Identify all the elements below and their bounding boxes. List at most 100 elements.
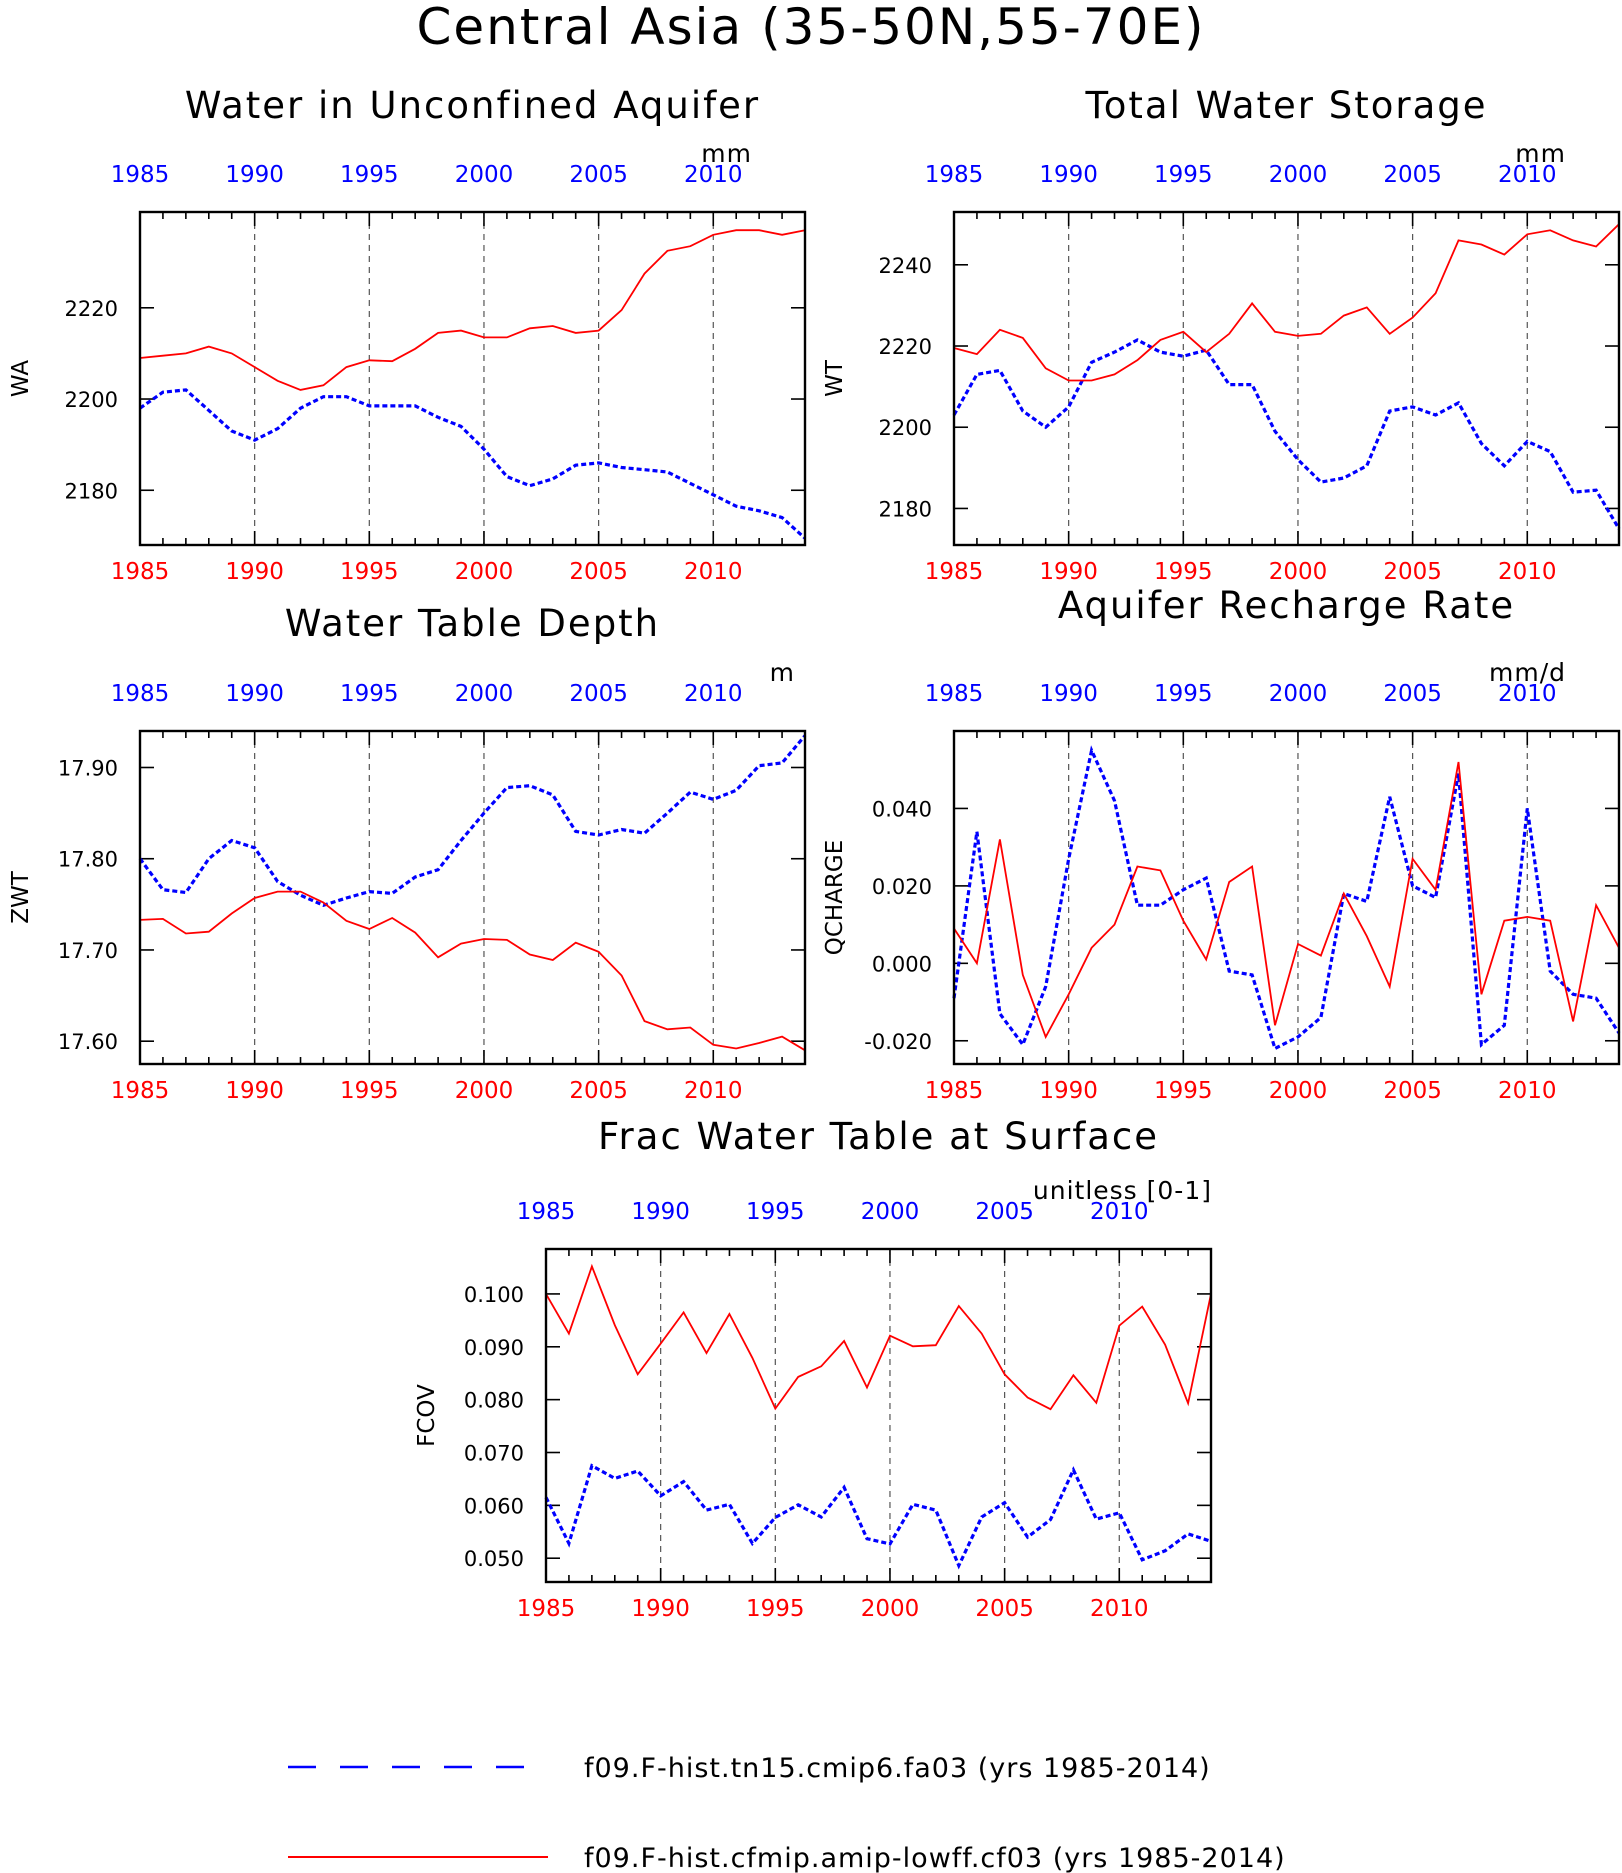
x-tick-label-bottom: 1995 (1154, 1078, 1213, 1104)
y-tick-label: 2220 (65, 297, 118, 321)
y-tick-label: 2180 (65, 479, 118, 503)
y-tick-label: 0.040 (872, 797, 932, 821)
plot-frame (138, 729, 807, 1066)
x-tick-label-bottom: 2000 (1269, 1078, 1328, 1104)
panel-title: Water in Unconfined Aquifer (185, 84, 760, 127)
x-tick-label-top: 2005 (1383, 681, 1442, 707)
x-tick-label-top: 2000 (861, 1199, 920, 1225)
y-axis-label: QCHARGE (822, 840, 848, 956)
x-tick-label-bottom: 2000 (861, 1596, 920, 1622)
x-tick-label-bottom: 2005 (975, 1596, 1034, 1622)
x-tick-label-bottom: 2000 (455, 1078, 514, 1104)
panel-frac-water-table-at-surface: Frac Water Table at Surface unitless [0-1… (414, 1115, 1213, 1622)
x-tick-label-bottom: 2010 (1498, 1078, 1557, 1104)
panel-title: Total Water Storage (1084, 84, 1487, 127)
panel-title: Water Table Depth (285, 602, 660, 645)
series-line-cmip6 (544, 1463, 1212, 1570)
x-tick-label-top: 1985 (517, 1199, 576, 1225)
series-line-amip-lowff (139, 229, 806, 391)
legend: f09.F-hist.tn15.cmip6.fa03 (yrs 1985-201… (288, 1753, 1285, 1873)
x-tick-label-bottom: 2005 (1383, 1078, 1442, 1104)
panel-aquifer-recharge-rate: Aquifer Recharge Rate mm/d QCHARGE 1985 1985… (822, 584, 1621, 1104)
y-axis-label: FCOV (414, 1384, 440, 1447)
x-tick-label-bottom: 1995 (746, 1596, 805, 1622)
x-tick-label-top: 2000 (455, 162, 514, 188)
plot-frame (952, 210, 1621, 547)
x-tick-label-top: 1990 (1039, 681, 1098, 707)
x-tick-label-top: 2010 (1498, 681, 1557, 707)
x-tick-label-top: 1995 (340, 162, 399, 188)
plot-frame (138, 210, 807, 547)
series-line-amip-lowff (139, 890, 806, 1052)
y-tick-label: 2180 (879, 497, 932, 521)
units-label: unitless [0-1] (1033, 1176, 1212, 1205)
y-tick-label: 17.60 (58, 1030, 118, 1054)
series-line-cmip6 (138, 734, 807, 908)
y-axis-label: WA (8, 360, 34, 397)
y-tick-label: 0.000 (872, 952, 932, 976)
x-tick-label-bottom: 2010 (684, 1078, 743, 1104)
y-tick-label: 0.100 (464, 1283, 524, 1307)
x-tick-label-bottom: 1990 (1039, 559, 1098, 585)
x-tick-label-top: 2000 (455, 681, 514, 707)
x-tick-label-bottom: 1985 (111, 559, 170, 585)
x-tick-label-top: 1990 (1039, 162, 1098, 188)
x-tick-label-bottom: 1995 (1154, 559, 1213, 585)
y-tick-label: 2200 (879, 416, 932, 440)
x-tick-label-bottom: 2010 (1090, 1596, 1149, 1622)
x-tick-label-top: 1985 (111, 162, 170, 188)
x-tick-label-bottom: 1985 (111, 1078, 170, 1104)
x-tick-label-top: 1990 (631, 1199, 690, 1225)
y-tick-label: 0.070 (464, 1442, 524, 1466)
x-tick-label-bottom: 2010 (684, 559, 743, 585)
x-tick-label-bottom: 2005 (569, 1078, 628, 1104)
x-tick-label-bottom: 1990 (1039, 1078, 1098, 1104)
x-tick-label-top: 1985 (925, 681, 984, 707)
x-tick-label-top: 2005 (1383, 162, 1442, 188)
y-axis-label: ZWT (8, 870, 34, 923)
x-tick-label-top: 2000 (1269, 162, 1328, 188)
x-tick-label-bottom: 1985 (925, 559, 984, 585)
units-label: mm/d (1489, 658, 1566, 687)
legend-label-cmip6: f09.F-hist.tn15.cmip6.fa03 (yrs 1985-201… (584, 1753, 1211, 1784)
panel-total-water-storage: Total Water Storage mm WT 1985 1985 1990 1990 1… (822, 84, 1621, 585)
y-tick-label: 0.080 (464, 1389, 524, 1413)
x-tick-label-bottom: 2005 (1383, 559, 1442, 585)
y-tick-label: 0.020 (872, 875, 932, 899)
y-tick-label: 2200 (65, 388, 118, 412)
y-tick-label: 2220 (879, 335, 932, 359)
x-tick-label-bottom: 2005 (569, 559, 628, 585)
panel-title: Frac Water Table at Surface (598, 1115, 1159, 1158)
units-label: m (770, 658, 795, 687)
y-tick-label: 0.090 (464, 1336, 524, 1360)
x-tick-label-top: 2010 (684, 681, 743, 707)
x-tick-label-top: 1995 (340, 681, 399, 707)
x-tick-label-top: 1990 (225, 162, 284, 188)
x-tick-label-top: 2005 (569, 162, 628, 188)
units-label: mm (1515, 139, 1566, 168)
y-tick-label: 17.90 (58, 756, 118, 780)
figure-title: Central Asia (35-50N,55-70E) (416, 0, 1205, 56)
x-tick-label-bottom: 1985 (517, 1596, 576, 1622)
x-tick-label-top: 2010 (1090, 1199, 1149, 1225)
series-line-amip-lowff (953, 223, 1620, 382)
series-line-cmip6 (952, 338, 1621, 530)
x-tick-label-top: 2000 (1269, 681, 1328, 707)
y-tick-label: 2240 (879, 254, 932, 278)
y-axis-label: WT (822, 359, 848, 397)
x-tick-label-top: 2005 (569, 681, 628, 707)
x-tick-label-top: 2010 (684, 162, 743, 188)
x-tick-label-top: 2010 (1498, 162, 1557, 188)
y-tick-label: -0.020 (864, 1030, 932, 1054)
units-label: mm (701, 139, 752, 168)
panel-water-in-unconfined-aquifer: Water in Unconfined Aquifer mm WA 1985 1985 1… (8, 84, 807, 585)
x-tick-label-top: 1990 (225, 681, 284, 707)
y-tick-label: 17.80 (58, 848, 118, 872)
series-line-cmip6 (952, 745, 1621, 1051)
y-tick-label: 17.70 (58, 939, 118, 963)
x-tick-label-bottom: 2000 (455, 559, 514, 585)
y-tick-label: 0.050 (464, 1547, 524, 1571)
x-tick-label-bottom: 1995 (340, 559, 399, 585)
y-tick-label: 0.060 (464, 1494, 524, 1518)
